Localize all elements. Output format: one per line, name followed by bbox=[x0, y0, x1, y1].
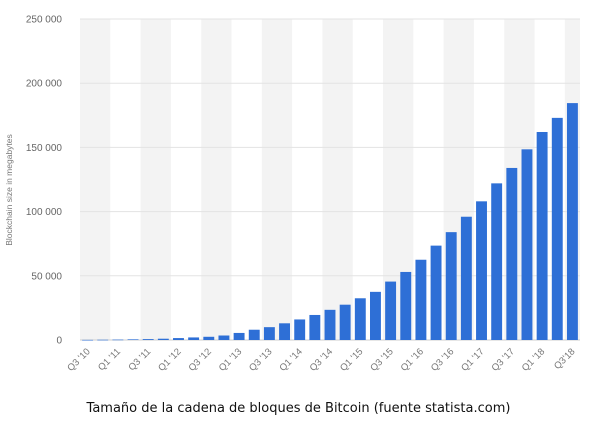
bar bbox=[218, 335, 230, 340]
bar bbox=[82, 339, 94, 341]
x-tick-label: Q3'18 bbox=[552, 346, 578, 372]
x-tick-label: Q3 '11 bbox=[126, 346, 153, 373]
bar bbox=[248, 329, 260, 340]
bar bbox=[521, 149, 533, 340]
bar bbox=[157, 338, 169, 340]
x-tick-label: Q1 '14 bbox=[277, 346, 304, 373]
bar bbox=[415, 259, 427, 340]
y-tick-label: 200 000 bbox=[26, 79, 63, 90]
bar bbox=[203, 336, 215, 340]
background-band bbox=[261, 19, 293, 340]
x-tick-label: Q3 '10 bbox=[65, 346, 92, 373]
bar bbox=[97, 339, 109, 341]
bar bbox=[279, 323, 290, 340]
bar bbox=[354, 298, 366, 340]
y-tick-label: 50 000 bbox=[31, 271, 62, 282]
x-tick-label: Q1 '18 bbox=[520, 346, 547, 373]
bar bbox=[566, 103, 578, 341]
bar bbox=[445, 232, 457, 340]
x-tick-label: Q1 '15 bbox=[338, 346, 365, 373]
x-tick-label: Q3 '15 bbox=[368, 346, 395, 373]
bar bbox=[551, 117, 563, 340]
x-tick-label: Q3 '12 bbox=[187, 346, 214, 373]
bar bbox=[127, 339, 139, 340]
bar bbox=[400, 271, 412, 340]
bar bbox=[476, 201, 487, 340]
background-band bbox=[322, 19, 353, 340]
background-band bbox=[201, 19, 232, 340]
background-band bbox=[80, 19, 111, 340]
bar bbox=[294, 319, 306, 340]
bar bbox=[112, 339, 124, 341]
bar bbox=[430, 245, 442, 340]
bar bbox=[188, 337, 200, 340]
x-tick-label: Q3 '16 bbox=[429, 346, 456, 373]
y-axis-ticks: 0 50 000 100 000 150 000 200 000 250 000 bbox=[26, 15, 63, 347]
y-tick-label: 100 000 bbox=[26, 207, 63, 218]
y-tick-label: 0 bbox=[56, 336, 62, 347]
chart-caption: Tamaño de la cadena de bloques de Bitcoi… bbox=[86, 401, 511, 416]
bar bbox=[309, 314, 321, 340]
x-tick-label: Q1 '11 bbox=[96, 346, 123, 373]
x-tick-label: Q3 '17 bbox=[490, 346, 517, 373]
x-tick-label: Q3 '14 bbox=[308, 346, 335, 373]
bar bbox=[233, 332, 245, 340]
bar bbox=[536, 131, 548, 340]
alternating-bands bbox=[80, 19, 580, 340]
bar bbox=[491, 183, 503, 340]
x-tick-label: Q1 '13 bbox=[217, 346, 244, 373]
x-tick-label: Q1 '16 bbox=[399, 346, 426, 373]
background-band bbox=[140, 19, 171, 340]
bar bbox=[506, 167, 518, 340]
x-axis-ticks: Q3 '10 Q1 '11 Q3 '11 Q1 '12 Q3 '12 Q1 '13 Q3 '… bbox=[65, 346, 577, 373]
bar bbox=[460, 216, 472, 340]
y-tick-label: 250 000 bbox=[26, 15, 63, 26]
bar bbox=[339, 304, 351, 340]
bar bbox=[173, 338, 184, 340]
y-axis-label: Blockchain size in megabytes bbox=[4, 134, 14, 246]
bar bbox=[324, 309, 336, 340]
bar bbox=[142, 339, 154, 340]
y-tick-label: 150 000 bbox=[26, 143, 63, 154]
bar bbox=[263, 327, 275, 340]
bar bbox=[385, 281, 397, 340]
x-tick-label: Q1 '12 bbox=[156, 346, 183, 373]
bar bbox=[370, 291, 381, 340]
x-tick-label: Q1 '17 bbox=[459, 346, 486, 373]
bar-chart: 0 50 000 100 000 150 000 200 000 250 000 Q3 '… bbox=[4, 15, 580, 374]
x-tick-label: Q3 '13 bbox=[247, 346, 274, 373]
bars bbox=[82, 103, 578, 341]
